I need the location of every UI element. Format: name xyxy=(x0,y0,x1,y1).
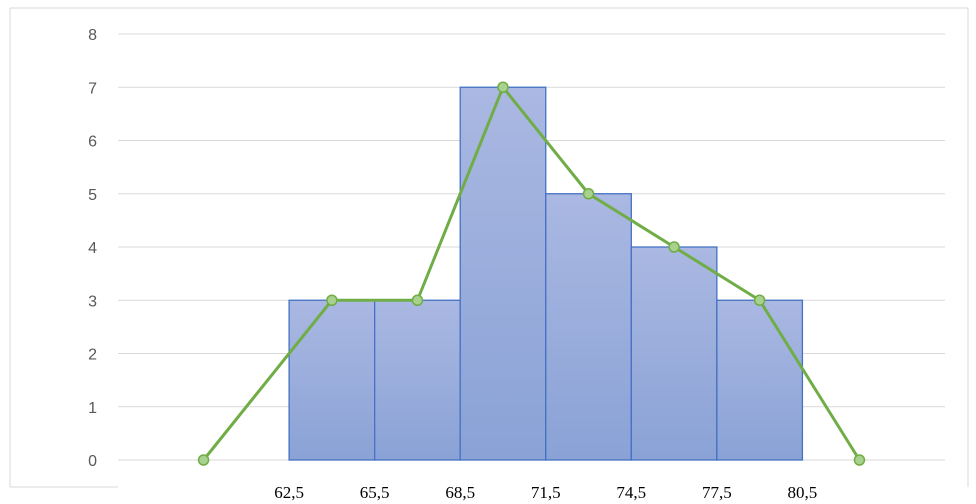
x-tick-label: 77,5 xyxy=(702,483,732,502)
histogram-bar xyxy=(545,193,632,461)
polygon-point xyxy=(582,188,595,200)
polygon-point xyxy=(853,454,866,466)
polygon-point xyxy=(753,294,766,306)
x-tick-label: 80,5 xyxy=(788,483,818,502)
chart-frame xyxy=(9,7,969,488)
y-tick-label: 8 xyxy=(88,27,97,44)
histogram-bars xyxy=(288,86,804,461)
y-tick-label: 5 xyxy=(88,187,97,204)
polygon-point xyxy=(326,294,338,306)
polygon-point xyxy=(197,454,210,466)
x-axis-ticks: 62,5 65,5 68,5 71,5 74,5 77,5 80,5 xyxy=(274,483,817,502)
polygon-point xyxy=(411,294,424,306)
y-tick-label: 7 xyxy=(88,80,97,97)
y-tick-label: 3 xyxy=(88,293,97,310)
y-tick-label: 6 xyxy=(88,134,97,151)
x-tick-label: 65,5 xyxy=(360,483,390,502)
frequency-polygon xyxy=(197,81,866,466)
x-tick-label: 74,5 xyxy=(616,483,646,502)
polygon-point xyxy=(668,241,680,253)
histogram-bar xyxy=(374,299,461,461)
polygon-point xyxy=(497,81,509,93)
y-tick-label: 4 xyxy=(88,240,97,257)
x-tick-label: 68,5 xyxy=(445,483,475,502)
x-tick-label: 71,5 xyxy=(531,483,561,502)
histogram-bar xyxy=(630,246,718,461)
y-tick-label: 1 xyxy=(88,400,97,417)
y-tick-label: 0 xyxy=(88,453,97,470)
histogram-bar xyxy=(459,86,547,461)
polygon-line xyxy=(202,85,861,461)
histogram-bar xyxy=(716,299,804,461)
y-axis-ticks: 0 1 2 3 4 5 6 7 8 xyxy=(88,27,97,470)
x-tick-label: 62,5 xyxy=(274,483,304,502)
histogram-bar xyxy=(288,299,376,461)
y-tick-label: 2 xyxy=(88,347,97,364)
